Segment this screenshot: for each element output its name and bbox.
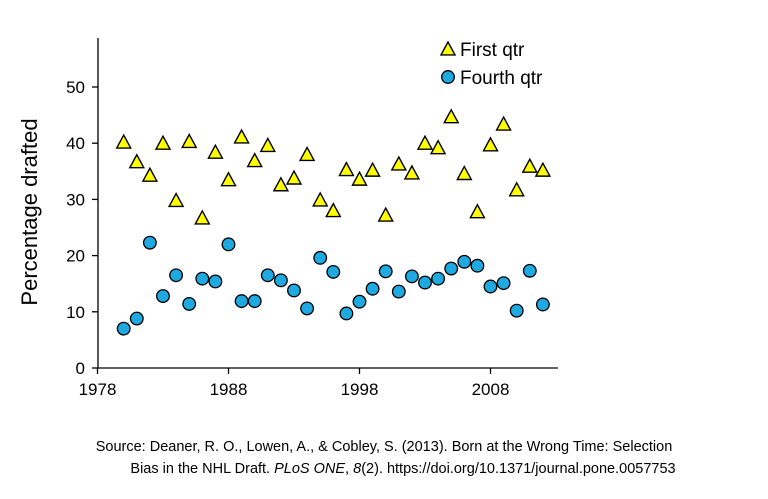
first-qtr-point: [390, 155, 407, 171]
y-axis-label: Percentage drafted: [17, 118, 42, 305]
fourth-qtr-point: [431, 271, 446, 286]
first-qtr-point: [194, 209, 211, 225]
y-tick-label: 0: [76, 359, 85, 378]
fourth-qtr-point: [483, 279, 498, 294]
first-qtr-point: [207, 143, 224, 159]
first-qtr-point: [403, 164, 421, 180]
first-qtr-point: [338, 161, 355, 177]
source-doi: (2). https://doi.org/10.1371/journal.pon…: [361, 461, 676, 477]
fourth-qtr-point: [365, 281, 380, 296]
fourth-qtr-point: [221, 237, 236, 252]
first-qtr-point: [364, 161, 381, 177]
fourth-qtr-point: [391, 284, 406, 299]
legend: First qtr Fourth qtr: [439, 40, 543, 89]
first-qtr-point: [351, 170, 368, 186]
fourth-qtr-point: [509, 303, 524, 318]
x-tick-label: 2008: [472, 380, 510, 399]
series-2: [116, 235, 550, 336]
fourth-qtr-point: [208, 274, 223, 289]
source-volume: 8: [353, 461, 362, 477]
source-caption-line1: Source: Deaner, R. O., Lowen, A., & Cobl…: [95, 439, 673, 455]
fourth-qtr-point: [444, 261, 459, 276]
legend-label: Fourth qtr: [460, 68, 543, 89]
fourth-qtr-point: [234, 294, 249, 309]
first-qtr-point: [181, 133, 198, 149]
x-tick-label: 1978: [79, 380, 117, 399]
legend-triangle-icon: [439, 40, 457, 56]
source-caption-line2: Bias in the NHL Draft. PLoS ONE, 8(2). h…: [0, 461, 768, 477]
y-tick-label: 40: [66, 134, 85, 153]
fourth-qtr-point: [326, 264, 341, 279]
first-qtr-point: [167, 192, 185, 208]
first-qtr-point: [456, 165, 473, 181]
fourth-qtr-point: [404, 269, 419, 284]
x-tick-label: 1988: [210, 380, 248, 399]
fourth-qtr-point: [418, 275, 432, 290]
first-qtr-point: [377, 206, 394, 222]
first-qtr-point: [285, 169, 303, 185]
fourth-qtr-point: [378, 264, 393, 279]
fourth-qtr-point: [496, 276, 511, 291]
plot-marks: [115, 108, 552, 336]
first-qtr-point: [154, 134, 172, 150]
legend-circle-icon: [441, 70, 455, 84]
fourth-qtr-point: [313, 250, 328, 265]
first-qtr-point: [298, 145, 316, 162]
first-qtr-point: [521, 157, 538, 173]
first-qtr-point: [259, 136, 276, 153]
series-1: [115, 108, 552, 225]
first-qtr-point: [141, 166, 159, 182]
fourth-qtr-point: [260, 268, 275, 283]
y-tick-label: 10: [66, 303, 85, 322]
fourth-qtr-point: [352, 294, 367, 309]
first-qtr-point: [272, 176, 290, 192]
first-qtr-point: [469, 203, 486, 219]
first-qtr-point: [443, 108, 460, 124]
legend-label: First qtr: [460, 40, 525, 61]
fourth-qtr-point: [470, 258, 485, 273]
first-qtr-point: [495, 115, 512, 131]
fourth-qtr-point: [522, 263, 537, 278]
first-qtr-point: [429, 139, 447, 155]
first-qtr-point: [325, 202, 342, 218]
first-qtr-point: [534, 161, 552, 177]
first-qtr-point: [508, 181, 525, 197]
y-tick-label: 20: [66, 247, 85, 266]
fourth-qtr-point: [169, 268, 184, 283]
first-qtr-point: [128, 153, 145, 169]
fourth-qtr-point: [129, 311, 144, 326]
first-qtr-point: [246, 152, 263, 168]
y-tick-label: 50: [66, 78, 85, 97]
fourth-qtr-point: [457, 254, 472, 269]
fourth-qtr-point: [535, 297, 550, 312]
source-citation-text: Bias in the NHL Draft.: [130, 461, 275, 477]
y-tick-label: 30: [66, 190, 85, 209]
first-qtr-point: [115, 133, 132, 149]
fourth-qtr-point: [182, 296, 197, 311]
x-tick-label: 1998: [341, 380, 379, 399]
axes: 0 10 20 30 40 50 1978 1988 1998 2008: [66, 38, 558, 399]
first-qtr-point: [233, 128, 250, 144]
first-qtr-point: [416, 134, 434, 150]
source-journal-name: PLoS ONE: [274, 461, 346, 477]
fourth-qtr-point: [339, 306, 354, 321]
first-qtr-point: [220, 171, 237, 187]
fourth-qtr-point: [247, 294, 262, 309]
fourth-qtr-point: [273, 273, 288, 288]
first-qtr-point: [312, 191, 329, 207]
fourth-qtr-point: [156, 289, 170, 304]
source-separator: ,: [345, 461, 354, 477]
fourth-qtr-point: [300, 301, 315, 316]
scatter-chart: 0 10 20 30 40 50 1978 1988 1998 2008 First qtr Fou…: [17, 38, 558, 399]
first-qtr-point: [482, 136, 499, 152]
fourth-qtr-point: [142, 235, 157, 250]
fourth-qtr-point: [195, 271, 210, 286]
fourth-qtr-point: [287, 283, 301, 298]
fourth-qtr-point: [116, 321, 131, 336]
